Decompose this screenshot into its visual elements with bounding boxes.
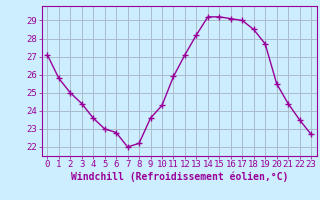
X-axis label: Windchill (Refroidissement éolien,°C): Windchill (Refroidissement éolien,°C) (70, 172, 288, 182)
